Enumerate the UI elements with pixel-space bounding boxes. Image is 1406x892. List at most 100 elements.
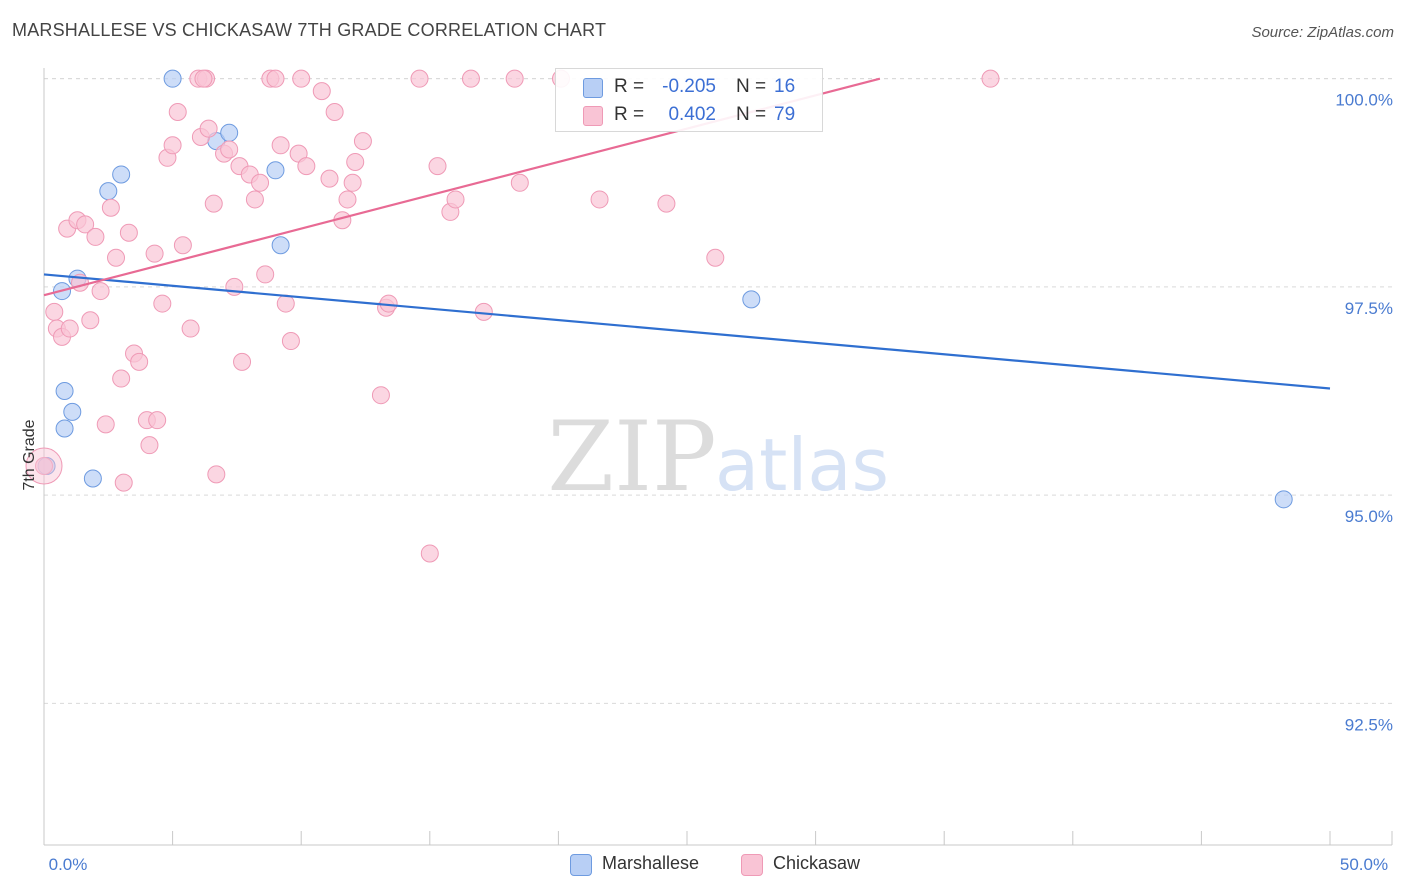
data-point-chickasaw	[119, 223, 138, 242]
data-point-chickasaw-large	[25, 447, 63, 485]
data-point-chickasaw	[45, 302, 64, 321]
data-point-chickasaw	[461, 69, 480, 88]
data-point-chickasaw	[114, 473, 133, 492]
data-point-chickasaw	[706, 248, 725, 267]
data-point-chickasaw	[510, 173, 529, 192]
y-tick-label: 95.0%	[1345, 507, 1393, 526]
data-point-chickasaw	[207, 465, 226, 484]
legend-n-value: 79	[774, 104, 796, 125]
legend-n-value: 16	[774, 76, 796, 97]
data-point-chickasaw	[657, 194, 676, 213]
data-point-chickasaw	[346, 152, 365, 171]
legend-r-label: R =	[614, 76, 645, 97]
watermark-zip: ZIP	[547, 401, 716, 513]
data-point-marshallese	[220, 123, 239, 142]
data-point-marshallese	[271, 236, 290, 255]
source-label: Source: ZipAtlas.com	[1251, 24, 1394, 41]
data-point-chickasaw	[199, 119, 218, 138]
data-point-chickasaw	[297, 157, 316, 176]
series-legend: Marshallese Chickasaw	[0, 852, 1406, 878]
axes	[43, 68, 1393, 846]
data-point-marshallese	[112, 165, 131, 184]
legend-row-chickasaw: R = 0.402 N = 79	[556, 100, 822, 130]
data-point-chickasaw	[148, 411, 167, 430]
data-point-chickasaw	[76, 215, 95, 234]
data-point-chickasaw	[338, 190, 357, 209]
y-axis-title: 7th Grade	[21, 419, 38, 490]
data-point-chickasaw	[256, 265, 275, 284]
data-point-chickasaw	[590, 190, 609, 209]
legend-n-label: N =	[736, 104, 767, 125]
data-point-chickasaw	[420, 544, 439, 563]
data-points	[25, 69, 1293, 563]
data-point-chickasaw	[35, 456, 53, 475]
legend-r-label: R =	[614, 104, 645, 125]
data-point-chickasaw	[251, 173, 270, 192]
trend-line-marshallese	[43, 273, 1331, 390]
data-point-chickasaw	[107, 248, 126, 267]
x-tick-label: 0.0%	[49, 855, 88, 874]
data-point-chickasaw	[428, 157, 447, 176]
watermark: ZIP atlas	[547, 401, 889, 513]
data-point-chickasaw	[292, 69, 311, 88]
data-point-marshallese	[55, 382, 74, 401]
data-point-chickasaw	[163, 136, 182, 155]
data-point-marshallese	[163, 69, 182, 88]
data-point-chickasaw	[181, 319, 200, 338]
data-point-chickasaw	[371, 386, 390, 405]
data-point-chickasaw	[60, 319, 79, 338]
data-point-chickasaw	[140, 436, 159, 455]
data-point-marshallese	[55, 419, 74, 438]
data-point-chickasaw	[168, 102, 187, 121]
legend-row-marshallese: R = -0.205 N = 16	[556, 72, 822, 102]
data-point-marshallese	[83, 469, 102, 488]
watermark-atlas: atlas	[715, 423, 889, 507]
y-tick-label: 97.5%	[1345, 299, 1393, 318]
data-point-chickasaw	[153, 294, 172, 313]
data-point-chickasaw	[245, 190, 264, 209]
data-point-chickasaw	[505, 69, 524, 88]
y-tick-label: 100.0%	[1335, 91, 1393, 110]
tick-labels: 100.0% 97.5% 95.0% 92.5% 0.0% 50.0%	[49, 91, 1393, 874]
data-point-chickasaw	[81, 311, 100, 330]
data-point-chickasaw	[233, 352, 252, 371]
legend-swatch-pink	[583, 106, 603, 126]
data-point-chickasaw	[220, 140, 239, 159]
data-point-chickasaw	[266, 69, 285, 88]
legend-n-label: N =	[736, 76, 767, 97]
data-point-chickasaw	[96, 415, 115, 434]
data-point-chickasaw	[276, 294, 295, 313]
data-point-chickasaw	[204, 194, 223, 213]
data-point-chickasaw	[194, 69, 213, 88]
data-point-chickasaw	[281, 332, 300, 351]
data-point-chickasaw	[145, 244, 164, 263]
data-point-chickasaw	[446, 190, 465, 209]
data-point-chickasaw	[343, 173, 362, 192]
data-point-marshallese	[1274, 490, 1293, 509]
x-tick-label: 50.0%	[1340, 855, 1388, 874]
legend-label-chickasaw: Chickasaw	[773, 853, 861, 873]
chart-title: MARSHALLESE VS CHICKASAW 7TH GRADE CORRE…	[12, 20, 607, 40]
legend-swatch-blue	[570, 854, 592, 876]
data-point-marshallese	[99, 182, 118, 201]
data-point-chickasaw	[91, 282, 110, 301]
legend-r-value: -0.205	[662, 76, 716, 97]
data-point-chickasaw	[86, 227, 105, 246]
data-point-chickasaw	[112, 369, 131, 388]
data-point-chickasaw	[325, 102, 344, 121]
y-tick-label: 92.5%	[1345, 715, 1393, 734]
legend-swatch-blue	[583, 78, 603, 98]
data-point-chickasaw	[320, 169, 339, 188]
data-point-chickasaw	[312, 82, 331, 101]
data-point-chickasaw	[353, 132, 372, 151]
stats-legend: R = -0.205 N = 16 R = 0.402 N = 79	[555, 68, 823, 132]
data-point-chickasaw	[173, 236, 192, 255]
legend-swatch-pink	[741, 854, 763, 876]
data-point-chickasaw	[271, 136, 290, 155]
legend-label-marshallese: Marshallese	[602, 853, 700, 873]
data-point-chickasaw	[410, 69, 429, 88]
data-point-chickasaw	[130, 352, 149, 371]
data-point-marshallese	[742, 290, 761, 309]
data-point-marshallese	[266, 161, 285, 180]
